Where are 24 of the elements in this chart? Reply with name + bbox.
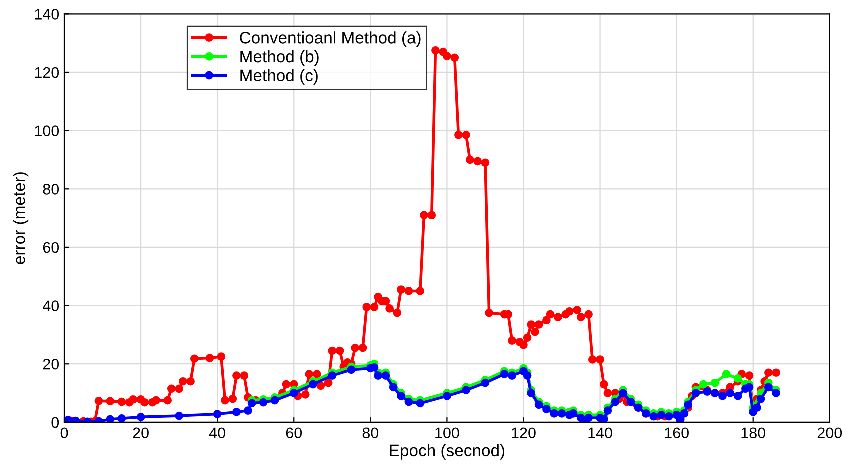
legend-label: Method (b) [240, 50, 319, 66]
x-tick-label: 160 [665, 428, 689, 439]
legend-label: Method (c) [240, 69, 318, 85]
x-tick-label: 20 [133, 428, 149, 439]
x-tick-label: 60 [286, 428, 302, 439]
x-tick-label: 200 [818, 428, 842, 439]
y-tick-label: 0 [52, 417, 60, 428]
y-tick-label: 20 [43, 358, 60, 370]
x-tick-label: 0 [60, 428, 68, 439]
y-tick-label: 60 [43, 242, 60, 254]
x-tick-label: 80 [362, 428, 379, 439]
y-axis-title: error (meter) [13, 172, 29, 264]
y-tick-label: 120 [35, 67, 60, 78]
x-axis-title: Epoch (secnod) [390, 444, 505, 460]
x-tick-label: 140 [588, 428, 612, 439]
legend-label: Conventioanl Method (a) [240, 32, 421, 48]
x-tick-label: 100 [436, 428, 460, 439]
y-tick-label: 100 [35, 126, 60, 136]
y-tick-label: 140 [35, 9, 60, 20]
y-tick-label: 80 [43, 184, 60, 195]
x-tick-label: 40 [209, 428, 226, 439]
x-tick-label: 120 [512, 428, 536, 439]
x-tick-label: 180 [742, 428, 766, 439]
y-tick-label: 40 [43, 300, 60, 312]
